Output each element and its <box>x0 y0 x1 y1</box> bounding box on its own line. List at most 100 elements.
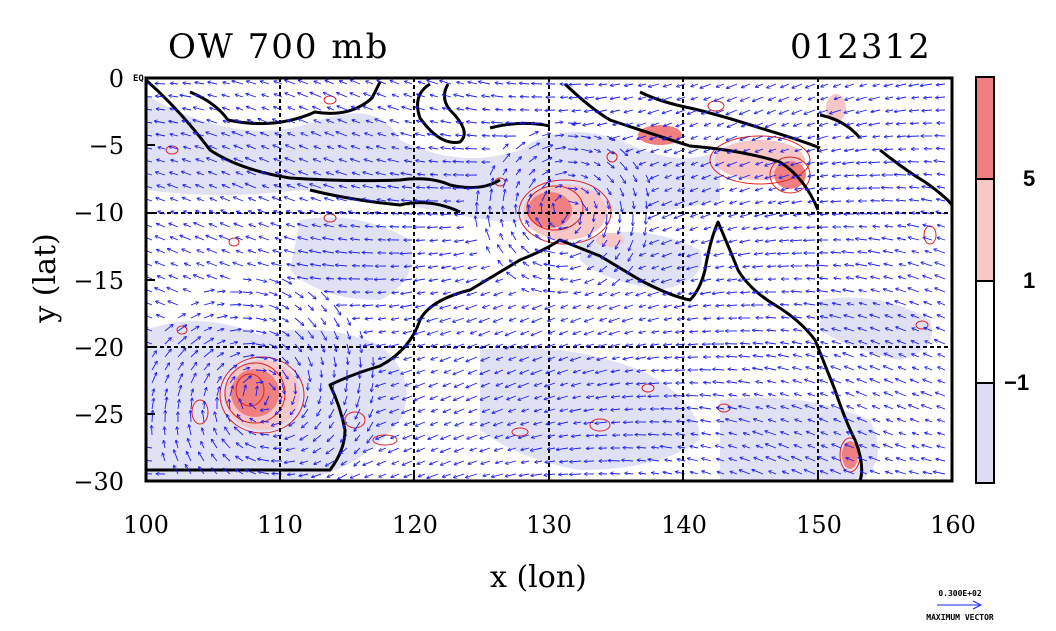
wind-vector <box>417 94 426 98</box>
wind-vector <box>156 134 166 137</box>
wind-vector <box>496 109 504 110</box>
wind-vector <box>589 226 595 237</box>
wind-vector <box>580 213 581 224</box>
wind-vector <box>271 223 283 228</box>
wind-vector <box>689 148 699 153</box>
wind-vector <box>259 223 270 228</box>
wind-vector <box>794 214 803 215</box>
wind-vector <box>430 95 439 98</box>
wind-vector <box>194 223 205 228</box>
wind-vector <box>182 172 192 176</box>
wind-vector <box>372 369 373 378</box>
wind-vector <box>180 95 192 98</box>
wind-vector <box>274 159 283 163</box>
wind-vector <box>884 136 894 137</box>
wind-vector <box>781 188 790 190</box>
wind-vector <box>623 135 634 139</box>
wind-vector <box>390 227 400 228</box>
wind-vector <box>455 214 465 215</box>
wind-vector <box>223 108 231 111</box>
wind-vector <box>351 107 361 111</box>
wind-vector <box>741 83 751 88</box>
wind-vector <box>832 148 842 151</box>
wind-vector <box>805 188 816 190</box>
wind-vector <box>326 212 335 214</box>
wind-vector <box>624 96 634 99</box>
wind-vector <box>415 200 426 201</box>
wind-vector <box>921 199 933 202</box>
wind-vector <box>479 82 491 85</box>
wind-vector <box>896 83 907 86</box>
wind-vector <box>567 188 577 189</box>
wind-vector <box>619 174 626 183</box>
wind-vector <box>388 159 400 163</box>
wind-vector <box>378 107 387 111</box>
wind-vector <box>649 83 660 87</box>
wind-vector <box>716 187 725 191</box>
wind-vector <box>477 191 478 202</box>
wind-vector <box>441 134 452 136</box>
wind-vector <box>881 188 894 189</box>
wind-vector <box>298 211 309 215</box>
wind-vector <box>886 97 894 99</box>
wind-vector <box>234 145 244 150</box>
wind-vector <box>739 174 751 179</box>
wind-vector <box>156 96 166 97</box>
wind-vector <box>222 95 231 98</box>
wind-vector <box>338 146 348 150</box>
wind-vector <box>886 110 894 111</box>
wind-vector <box>310 184 322 189</box>
wind-vector <box>284 197 296 202</box>
wind-vector <box>639 97 647 99</box>
wind-vector <box>366 121 374 124</box>
wind-vector <box>830 109 842 114</box>
wind-vector <box>626 122 634 125</box>
wind-vector <box>352 120 361 124</box>
wind-vector <box>549 223 556 228</box>
wind-vector <box>769 148 777 152</box>
wind-vector <box>274 448 283 449</box>
wind-vector <box>714 200 725 205</box>
wind-vector <box>665 187 673 191</box>
wind-vector <box>222 185 231 189</box>
wind-vector <box>624 109 634 112</box>
wind-vector <box>157 185 166 189</box>
wind-vector <box>260 158 270 163</box>
wind-vector <box>730 200 738 203</box>
wind-vector <box>869 122 881 125</box>
wind-vector <box>541 145 553 150</box>
wind-vector <box>528 132 538 137</box>
wind-vector <box>182 121 192 124</box>
wind-vector <box>196 159 205 163</box>
wind-vector <box>619 200 622 212</box>
wind-vector <box>377 160 387 163</box>
max-vector-arrow <box>937 600 983 610</box>
wind-vector <box>326 172 335 176</box>
wind-vector <box>567 175 575 176</box>
wind-vector <box>637 122 647 126</box>
wind-vector <box>792 174 803 178</box>
wind-vector <box>606 174 614 182</box>
wind-vector <box>779 214 790 216</box>
wind-vector <box>580 161 589 165</box>
wind-vector <box>364 159 374 163</box>
wind-vector <box>649 96 660 100</box>
wind-vector <box>676 174 686 179</box>
wind-vector <box>156 109 166 110</box>
wind-vector <box>453 161 465 162</box>
wind-vector <box>313 172 322 176</box>
wind-vector <box>702 187 712 192</box>
wind-vector <box>740 109 751 114</box>
wind-vector <box>507 83 517 84</box>
wind-vector <box>833 135 842 138</box>
wind-vector <box>313 159 322 163</box>
x-tick-label: 160 <box>930 511 976 539</box>
wind-vector <box>637 135 647 139</box>
wind-vector <box>242 318 252 319</box>
wind-vector <box>884 149 894 150</box>
x-tick-label: 130 <box>526 511 572 539</box>
x-axis-label: x (lon) <box>490 560 587 595</box>
wind-vector <box>610 84 621 86</box>
wind-vector <box>716 83 725 87</box>
wind-vector <box>528 179 535 189</box>
